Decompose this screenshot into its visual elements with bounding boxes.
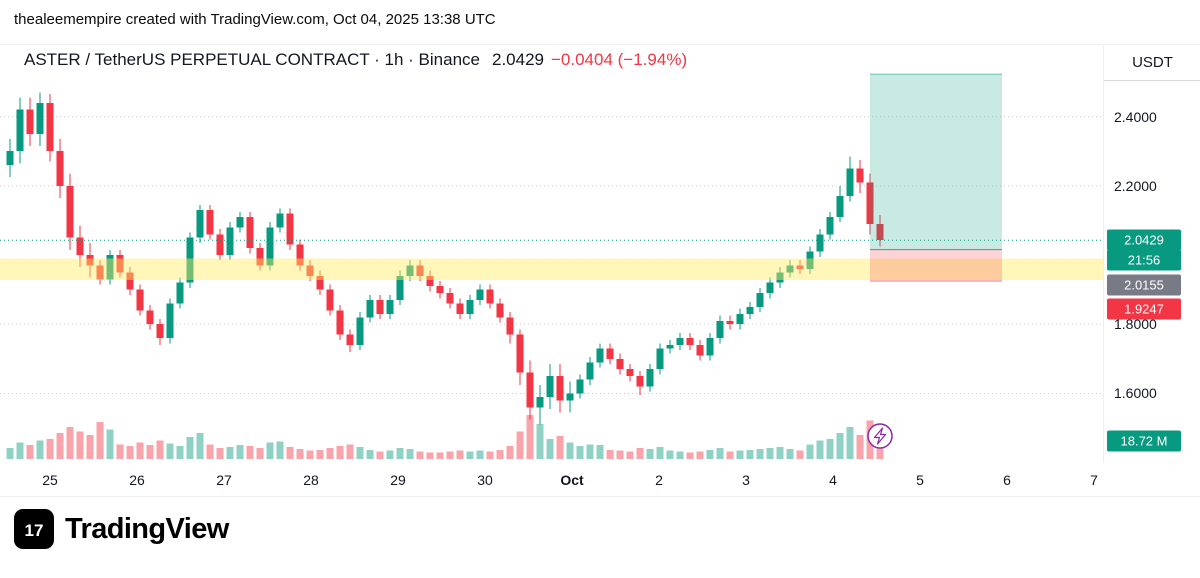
price-chart-pane[interactable]	[0, 45, 1103, 463]
tradingview-logo-icon[interactable]: 17 TradingView	[14, 509, 229, 549]
attribution-text: thealeemempire created with TradingView.…	[14, 11, 496, 28]
price-tick: 1.8000	[1114, 316, 1157, 333]
header-price-change: −0.0404 (−1.94%)	[551, 50, 688, 69]
time-tick: 28	[303, 472, 319, 488]
time-tick: 25	[42, 472, 58, 488]
yellow-highlight-band[interactable]	[0, 258, 1103, 280]
time-tick: 4	[829, 472, 837, 488]
header-last-price: 2.0429	[492, 50, 544, 69]
price-tick: 1.6000	[1114, 385, 1157, 402]
time-tick: 5	[916, 472, 924, 488]
long-position-tool[interactable]	[870, 73, 1002, 282]
time-tick: 2	[655, 472, 663, 488]
volume-badge: 18.72 M	[1107, 430, 1181, 452]
stop-price-badge: 1.9247	[1107, 298, 1181, 320]
tradingview-logo-mark-icon: 17	[14, 509, 54, 549]
footer: 17 TradingView	[14, 509, 229, 549]
entry-price-badge: 2.0155	[1107, 274, 1181, 296]
time-tick: 3	[742, 472, 750, 488]
time-tick: 29	[390, 472, 406, 488]
time-tick: 30	[477, 472, 493, 488]
bar-countdown-badge: 21:56	[1107, 249, 1181, 271]
candles	[6, 92, 884, 425]
chart-widget: ASTER / TetherUS PERPETUAL CONTRACT · 1h…	[0, 44, 1200, 497]
lightning-marker-icon[interactable]	[867, 423, 893, 449]
price-tick: 2.4000	[1114, 108, 1157, 125]
time-tick: 27	[216, 472, 232, 488]
price-tick: 2.2000	[1114, 177, 1157, 194]
currency-label: USDT	[1104, 45, 1200, 81]
svg-text:17: 17	[25, 521, 44, 540]
time-tick: 7	[1090, 472, 1098, 488]
price-axis[interactable]: USDT 2.4000 2.2000 1.8000 1.6000 2.0429 21:5…	[1103, 45, 1200, 463]
symbol-header: ASTER / TetherUS PERPETUAL CONTRACT · 1h…	[24, 50, 687, 70]
last-price-badge: 2.0429	[1107, 229, 1181, 251]
tradingview-logo-text: TradingView	[65, 512, 229, 545]
time-tick: Oct	[560, 472, 584, 488]
symbol-title[interactable]: ASTER / TetherUS PERPETUAL CONTRACT · 1h…	[24, 50, 480, 69]
time-axis[interactable]: 25 26 27 28 29 30 Oct 2 3 4 5 6 7	[0, 463, 1103, 497]
volume-bars	[6, 414, 884, 459]
time-tick: 26	[129, 472, 145, 488]
time-tick: 6	[1003, 472, 1011, 488]
